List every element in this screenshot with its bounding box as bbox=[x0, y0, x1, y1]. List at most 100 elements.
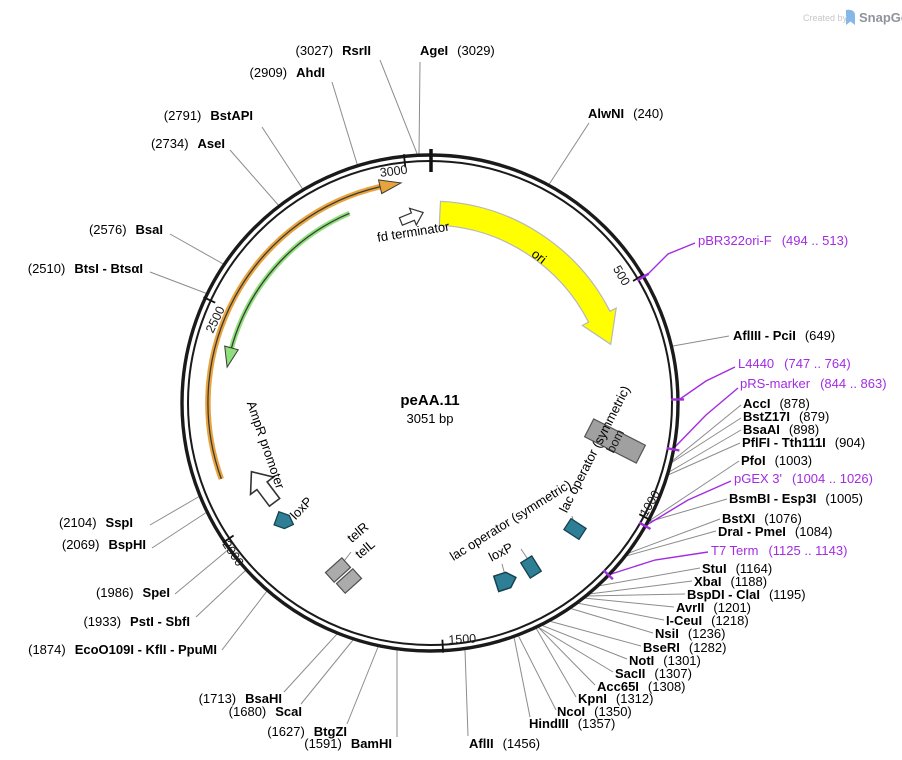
enzyme-label-pflfi-tth111i[interactable]: PflFI - Tth111I (904) bbox=[742, 435, 865, 450]
enzyme-label-bsmbi-esp3i[interactable]: BsmBI - Esp3I (1005) bbox=[729, 491, 863, 506]
enzyme-pos: (2909) bbox=[249, 65, 288, 80]
watermark-created-by: Created by bbox=[803, 13, 848, 23]
enzyme-label-bsai[interactable]: (2576) BsaI bbox=[89, 222, 163, 237]
enzyme-name: AflII bbox=[469, 736, 494, 751]
enzyme-label-i-ceui[interactable]: I-CeuI (1218) bbox=[666, 613, 749, 628]
enzyme-label-acci[interactable]: AccI (878) bbox=[743, 396, 810, 411]
enzyme-name: PstI - SbfI bbox=[130, 614, 190, 629]
enzyme-pos: (1201) bbox=[713, 600, 751, 615]
enzyme-name: PflFI - Tth111I bbox=[742, 435, 826, 450]
enzyme-label-sacii[interactable]: SacII (1307) bbox=[615, 666, 692, 681]
enzyme-label-noti[interactable]: NotI (1301) bbox=[629, 653, 701, 668]
enzyme-label-agei[interactable]: AgeI (3029) bbox=[420, 43, 495, 58]
enzyme-pos: (2069) bbox=[61, 537, 100, 552]
primer-label-t7-term[interactable]: T7 Term (1125 .. 1143) bbox=[711, 543, 847, 558]
enzyme-label-bsahi[interactable]: (1713) BsaHI bbox=[199, 691, 282, 706]
enzyme-name: AgeI bbox=[420, 43, 449, 58]
tick-label-1500: 1500 bbox=[448, 631, 477, 647]
enzyme-pos: (2734) bbox=[150, 136, 189, 151]
enzyme-label-acc65i[interactable]: Acc65I (1308) bbox=[597, 679, 686, 694]
enzyme-name: BspHI bbox=[108, 537, 146, 552]
enzyme-pos: (240) bbox=[633, 106, 664, 121]
enzyme-label-bamhi[interactable]: (1591) BamHI bbox=[304, 736, 392, 751]
enzyme-pos: (1301) bbox=[663, 653, 701, 668]
enzyme-name: I-CeuI bbox=[666, 613, 703, 628]
enzyme-label-kpni[interactable]: KpnI (1312) bbox=[578, 691, 653, 706]
snapgene-logo-icon bbox=[846, 9, 855, 25]
enzyme-name: NcoI bbox=[557, 704, 586, 719]
enzyme-label-psti-sbfi[interactable]: (1933) PstI - SbfI bbox=[83, 614, 190, 629]
enzyme-name: NsiI bbox=[655, 626, 679, 641]
enzyme-label-drai-pmei[interactable]: DraI - PmeI (1084) bbox=[718, 524, 833, 539]
enzyme-name: BspDI - ClaI bbox=[687, 587, 760, 602]
enzyme-label-bstxi[interactable]: BstXI (1076) bbox=[722, 511, 802, 526]
enzyme-label-alwni[interactable]: AlwNI (240) bbox=[588, 106, 663, 121]
primer-label-prs-marker[interactable]: pRS-marker (844 .. 863) bbox=[740, 376, 887, 391]
enzyme-label-asei[interactable]: (2734) AseI bbox=[151, 136, 225, 151]
enzyme-pos: (1456) bbox=[502, 736, 541, 751]
enzyme-label-scai[interactable]: (1680) ScaI bbox=[229, 704, 302, 719]
enzyme-name: BsmBI - Esp3I bbox=[729, 491, 817, 506]
enzyme-pos: (1357) bbox=[577, 716, 616, 731]
primer-callout-lines bbox=[607, 242, 739, 576]
enzyme-label-avrii[interactable]: AvrII (1201) bbox=[676, 600, 751, 615]
enzyme-pos: (1312) bbox=[615, 691, 654, 706]
snapgene-wordmark: SnapGene bbox=[859, 10, 902, 25]
enzyme-label-bspdi-clai[interactable]: BspDI - ClaI (1195) bbox=[687, 587, 806, 602]
primer-name: pBR322ori-F bbox=[698, 233, 772, 248]
enzyme-label-sspi[interactable]: (2104) SspI bbox=[59, 515, 133, 530]
enzyme-label-ahdi[interactable]: (2909) AhdI bbox=[250, 65, 325, 80]
enzyme-label-rsrii[interactable]: (3027) RsrII bbox=[296, 43, 371, 58]
enzyme-name: DraI - PmeI bbox=[718, 524, 786, 539]
loxp-arrow[interactable] bbox=[273, 510, 296, 531]
enzyme-label-spei[interactable]: (1986) SpeI bbox=[96, 585, 170, 600]
primer-label-pgex-3[interactable]: pGEX 3' (1004 .. 1026) bbox=[734, 471, 873, 486]
enzyme-label-aflii[interactable]: AflII (1456) bbox=[469, 736, 540, 751]
orange-feature-arc[interactable] bbox=[205, 179, 403, 480]
plasmid-name: peAA.11 bbox=[400, 392, 460, 409]
enzyme-name: BstZ17I bbox=[743, 409, 790, 424]
enzyme-pos: (1188) bbox=[730, 574, 768, 589]
primer-label-l4440[interactable]: L4440 (747 .. 764) bbox=[738, 356, 851, 371]
enzyme-label-afliii-pcii[interactable]: AflIII - PciI (649) bbox=[733, 328, 835, 343]
enzyme-pos: (1680) bbox=[228, 704, 267, 719]
enzyme-pos: (1076) bbox=[764, 511, 802, 526]
enzyme-name: KpnI bbox=[578, 691, 607, 706]
enzyme-name: HindIII bbox=[529, 716, 569, 731]
enzyme-label-bstz17i[interactable]: BstZ17I (879) bbox=[743, 409, 829, 424]
green-feature-arc[interactable] bbox=[224, 210, 351, 369]
enzyme-pos: (1164) bbox=[735, 561, 773, 576]
ampr-promoter-arrow[interactable] bbox=[240, 463, 286, 511]
enzyme-name: BstAPI bbox=[210, 108, 253, 123]
ori-arrow[interactable] bbox=[438, 200, 617, 346]
enzyme-name: BsaAI bbox=[743, 422, 780, 437]
enzyme-label-ncoi[interactable]: NcoI (1350) bbox=[557, 704, 632, 719]
tel-boxes[interactable] bbox=[324, 556, 363, 595]
lac-operator-box[interactable] bbox=[519, 555, 543, 579]
enzyme-pos: (1003) bbox=[774, 453, 813, 468]
enzyme-label-nsii[interactable]: NsiI (1236) bbox=[655, 626, 725, 641]
lac-operator-box[interactable] bbox=[563, 517, 587, 541]
enzyme-pos: (898) bbox=[788, 422, 820, 437]
enzyme-label-xbai[interactable]: XbaI (1188) bbox=[694, 574, 767, 589]
enzyme-label-btsi-btsai[interactable]: (2510) BtsI - BtsαI bbox=[28, 261, 143, 276]
enzyme-label-bstapi[interactable]: (2791) BstAPI bbox=[164, 108, 253, 123]
enzyme-label-pfoi[interactable]: PfoI (1003) bbox=[741, 453, 812, 468]
primer-range: (494 .. 513) bbox=[781, 233, 849, 248]
enzyme-name: EcoO109I - KflI - PpuMI bbox=[74, 642, 217, 657]
fd-terminator-arrow[interactable] bbox=[398, 204, 427, 230]
loxp-arrow[interactable] bbox=[492, 570, 519, 593]
enzyme-label-bseri[interactable]: BseRI (1282) bbox=[643, 640, 726, 655]
enzyme-name: BamHI bbox=[350, 736, 392, 751]
enzyme-label-ecoo109i-kfli-ppumi[interactable]: (1874) EcoO109I - KflI - PpuMI bbox=[28, 642, 217, 657]
primer-label-pbr322ori-f[interactable]: pBR322ori-F (494 .. 513) bbox=[698, 233, 848, 248]
enzyme-name: StuI bbox=[702, 561, 727, 576]
enzyme-label-hindiii[interactable]: HindIII (1357) bbox=[529, 716, 615, 731]
enzyme-pos: (3029) bbox=[457, 43, 495, 58]
enzyme-label-btgzi[interactable]: (1627) BtgZI bbox=[267, 724, 347, 739]
bom-box[interactable]: bom bbox=[583, 418, 647, 464]
enzyme-label-bsaai[interactable]: BsaAI (898) bbox=[743, 422, 819, 437]
primer-name: T7 Term bbox=[711, 543, 759, 558]
enzyme-label-bsphi[interactable]: (2069) BspHI bbox=[62, 537, 146, 552]
enzyme-label-stui[interactable]: StuI (1164) bbox=[702, 561, 772, 576]
